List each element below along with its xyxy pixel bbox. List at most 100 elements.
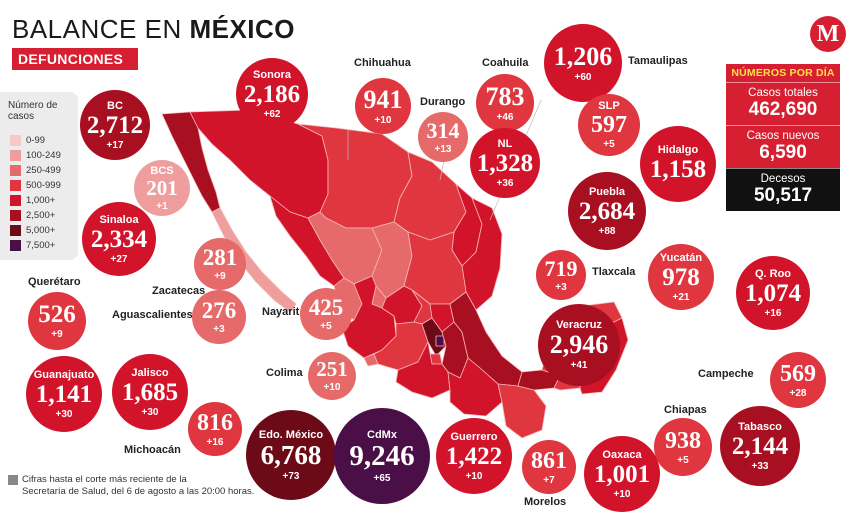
bubble-zacatecas: 281 +9 xyxy=(194,238,246,290)
death-count: 276 xyxy=(201,298,237,323)
death-count: 2,144 xyxy=(731,432,789,460)
bubble-guanajuato: Guanajuato 1,141 +30 xyxy=(26,356,102,432)
death-count: 6,768 xyxy=(260,439,322,470)
milenio-logo: M xyxy=(810,16,846,52)
death-count: 1,422 xyxy=(445,442,503,470)
death-count: 2,712 xyxy=(86,111,144,139)
legend-label: 7,500+ xyxy=(26,239,56,251)
footnote: Cifras hasta el corte más reciente de la… xyxy=(8,474,254,498)
daily-increase: +3 xyxy=(555,281,567,293)
daily-increase: +16 xyxy=(764,307,782,319)
legend-swatch xyxy=(10,149,21,161)
daily-increase: +10 xyxy=(613,488,631,500)
total-cases-block: Casos totales 462,690 xyxy=(726,82,840,125)
daily-increase: +27 xyxy=(110,253,128,265)
bubble-campeche: 569 +28 xyxy=(770,352,826,408)
bubble-tlaxcala: 719 +3 xyxy=(536,250,586,300)
total-cases-label: Casos totales xyxy=(748,87,818,99)
bubble-jalisco: Jalisco 1,685 +30 xyxy=(112,354,188,430)
daily-increase: +5 xyxy=(320,321,332,332)
bubble-chihuahua: 941 +10 xyxy=(355,78,411,134)
legend-swatch xyxy=(10,224,21,236)
bubble-oaxaca: Oaxaca 1,001 +10 xyxy=(584,436,660,512)
death-count: 569 xyxy=(780,360,816,387)
state-name: Sonora xyxy=(253,68,291,81)
bubble-hidalgo: Hidalgo 1,158 xyxy=(640,126,716,202)
state-name: Veracruz xyxy=(556,319,602,331)
death-count: 597 xyxy=(591,112,627,138)
map-chiapas xyxy=(497,383,547,439)
bubble-nayarit: 425 +5 xyxy=(300,288,352,340)
death-count: 314 xyxy=(426,117,460,143)
state-name: Puebla xyxy=(588,185,626,198)
bubble-coahuila: 783 +46 xyxy=(476,74,534,132)
legend-swatch xyxy=(10,239,21,251)
state-name: Jalisco xyxy=(131,366,169,379)
state-name: NL xyxy=(497,137,513,150)
daily-increase: +88 xyxy=(598,225,616,237)
page-title: BALANCE EN MÉXICO xyxy=(12,14,295,45)
label-aguascalientes: Aguascalientes xyxy=(112,309,193,321)
legend-label: 500-999 xyxy=(26,179,61,191)
legend-item: 500-999 xyxy=(10,179,61,191)
bubble-puebla: Puebla 2,684 +88 xyxy=(568,172,646,250)
death-count: 1,328 xyxy=(476,149,534,177)
legend-swatch xyxy=(10,164,21,176)
death-count: 251 xyxy=(316,357,348,381)
legend-item: 100-249 xyxy=(10,149,61,161)
death-count: 1,001 xyxy=(593,460,651,488)
legend-label: 2,500+ xyxy=(26,209,56,221)
state-name: Edo. México xyxy=(258,428,324,441)
death-count: 2,186 xyxy=(243,80,301,108)
stats-header: NÚMEROS POR DÍA xyxy=(726,64,840,82)
daily-increase: +1 xyxy=(156,200,168,212)
state-name: Tabasco xyxy=(738,420,782,433)
legend-item: 1,000+ xyxy=(10,194,55,206)
death-count: 1,141 xyxy=(35,380,93,408)
state-name: CdMx xyxy=(367,428,397,441)
death-count: 941 xyxy=(363,84,403,114)
legend-item: 5,000+ xyxy=(10,224,55,236)
logo-letter: M xyxy=(816,21,840,47)
info-square-icon xyxy=(8,475,18,485)
title-bold: MÉXICO xyxy=(189,14,296,44)
bubble-bc: BC 2,712 +17 xyxy=(80,90,150,160)
bubble-tamaulipas: 1,206 +60 xyxy=(544,24,622,102)
bubble-veracruz: Veracruz 2,946 +41 xyxy=(538,304,620,386)
legend-item: 250-499 xyxy=(10,164,61,176)
map-cdmx xyxy=(435,335,445,347)
label-tlaxcala: Tlaxcala xyxy=(592,266,636,278)
state-name: BCS xyxy=(150,164,174,177)
daily-increase: +30 xyxy=(55,408,73,420)
state-name: Oaxaca xyxy=(602,448,642,461)
daily-increase: +7 xyxy=(543,474,555,486)
legend-title: Número de casos xyxy=(8,100,58,122)
death-count: 2,684 xyxy=(578,197,636,225)
bubble-edomex: Edo. México 6,768 +73 xyxy=(246,410,336,500)
legend-label: 250-499 xyxy=(26,164,61,176)
label-durango: Durango xyxy=(420,96,466,108)
label-tamaulipas: Tamaulipas xyxy=(628,55,688,67)
daily-increase: +33 xyxy=(751,460,769,472)
daily-increase: +21 xyxy=(672,291,690,303)
state-name: Sinaloa xyxy=(99,213,139,226)
state-name: Guanajuato xyxy=(33,368,95,381)
label-nayarit: Nayarit xyxy=(262,306,300,318)
death-count: 783 xyxy=(485,81,525,111)
daily-increase: +17 xyxy=(106,139,124,151)
legend-item: 2,500+ xyxy=(10,209,55,221)
daily-increase: +41 xyxy=(570,360,588,371)
daily-increase: +5 xyxy=(603,139,615,150)
death-count: 861 xyxy=(531,447,567,474)
label-colima: Colima xyxy=(266,367,303,379)
bubble-slp: SLP 597 +5 xyxy=(578,94,640,156)
legend-swatch xyxy=(10,134,21,146)
mexico-map xyxy=(161,100,629,439)
death-count: 201 xyxy=(146,175,178,200)
death-count: 425 xyxy=(308,295,344,320)
label-michoacan: Michoacán xyxy=(124,444,181,456)
label-morelos: Morelos xyxy=(524,496,567,508)
daily-increase: +5 xyxy=(677,454,689,466)
daily-stats-panel: NÚMEROS POR DÍA Casos totales 462,690 Ca… xyxy=(726,64,840,211)
